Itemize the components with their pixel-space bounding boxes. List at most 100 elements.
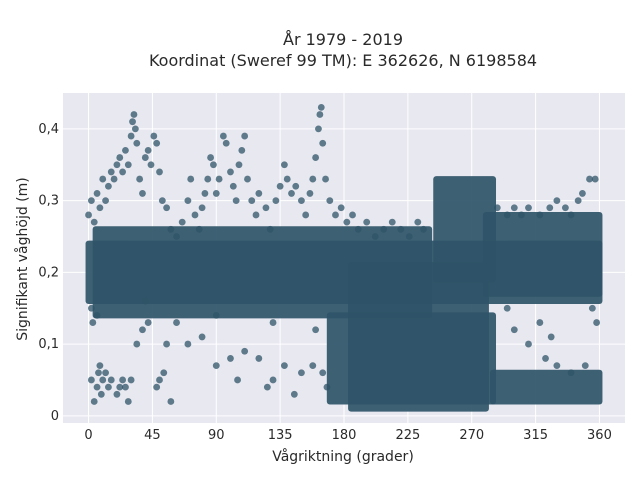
data-point (503, 304, 511, 312)
data-point (215, 175, 223, 183)
data-point (187, 175, 195, 183)
data-point (276, 182, 284, 190)
data-point (546, 204, 554, 212)
data-point (167, 225, 175, 233)
data-point (105, 182, 112, 190)
data-point (87, 304, 95, 312)
y-tick-label: 0,3 (38, 194, 59, 209)
data-point (87, 376, 95, 384)
data-point (178, 218, 186, 226)
data-point (96, 204, 104, 212)
data-point (87, 197, 95, 205)
chart-title: År 1979 - 2019 (283, 30, 403, 49)
data-point (153, 383, 161, 391)
data-point (553, 362, 561, 370)
data-point (517, 211, 525, 219)
data-point (130, 111, 138, 118)
y-tick-label: 0,4 (38, 122, 59, 137)
data-point (212, 311, 220, 319)
data-point (326, 197, 334, 205)
data-point (136, 175, 144, 183)
data-point (322, 175, 329, 183)
data-point (525, 204, 532, 212)
data-point (222, 139, 230, 147)
x-tick-label: 90 (208, 428, 225, 443)
data-point (248, 197, 256, 205)
data-point (107, 168, 115, 176)
data-point (113, 390, 121, 398)
x-axis-label: Vågriktning (grader) (272, 448, 414, 465)
dense-band (490, 369, 603, 405)
dense-band (433, 176, 497, 283)
data-point (227, 355, 234, 362)
data-point (198, 204, 206, 212)
data-point (110, 175, 118, 183)
data-point (191, 211, 199, 219)
data-point (244, 175, 251, 183)
data-point (510, 204, 518, 212)
data-point (102, 369, 109, 377)
dense-band (482, 211, 603, 297)
data-point (195, 225, 203, 233)
data-point (298, 369, 305, 377)
data-point (298, 197, 305, 205)
data-point (354, 225, 362, 233)
data-point (113, 161, 121, 169)
data-point (553, 197, 561, 205)
data-point (525, 340, 532, 348)
data-point (156, 376, 163, 384)
data-point (262, 204, 270, 212)
data-point (119, 168, 127, 176)
data-point (227, 168, 234, 176)
data-point (567, 369, 575, 377)
data-point (263, 383, 271, 391)
data-point (363, 218, 371, 226)
data-point (95, 369, 102, 377)
data-point (210, 161, 217, 169)
data-point (156, 168, 163, 176)
data-point (144, 146, 152, 154)
data-point (133, 139, 141, 147)
data-point (173, 233, 180, 240)
data-point (349, 211, 356, 219)
data-point (96, 362, 104, 370)
data-point (212, 362, 220, 370)
data-point (323, 383, 331, 391)
data-point (129, 118, 136, 126)
data-point (97, 390, 105, 398)
data-point (105, 383, 112, 391)
data-point (536, 319, 544, 326)
data-point (116, 154, 124, 161)
data-point (131, 125, 139, 133)
data-point (536, 211, 544, 219)
x-tick-label: 0 (84, 428, 92, 443)
data-point (312, 326, 320, 334)
data-point (173, 319, 180, 326)
data-point (290, 390, 298, 398)
data-point (219, 132, 227, 140)
data-point (567, 211, 575, 219)
data-point (107, 376, 115, 384)
data-point (280, 161, 288, 169)
data-point (588, 304, 596, 312)
x-axis-ticks: 0 45 90 135 180 225 270 315 360 (84, 428, 611, 443)
chart-subtitle: Koordinat (Sweref 99 TM): E 362626, N 61… (149, 51, 537, 70)
data-point (493, 204, 501, 212)
data-point (144, 319, 152, 326)
data-point (309, 362, 317, 370)
data-point (272, 197, 280, 205)
data-point (99, 376, 107, 384)
data-point (85, 211, 92, 219)
data-point (593, 319, 601, 326)
data-point (158, 197, 166, 205)
data-point (163, 204, 171, 212)
data-point (122, 146, 129, 154)
data-point (405, 233, 413, 240)
x-tick-label: 360 (587, 428, 612, 443)
data-points (85, 103, 601, 405)
data-point (119, 376, 127, 384)
data-point (332, 211, 339, 219)
data-point (116, 383, 124, 391)
y-axis-ticks: 0 0,1 0,2 0,3 0,4 (38, 122, 59, 424)
data-point (292, 182, 300, 190)
